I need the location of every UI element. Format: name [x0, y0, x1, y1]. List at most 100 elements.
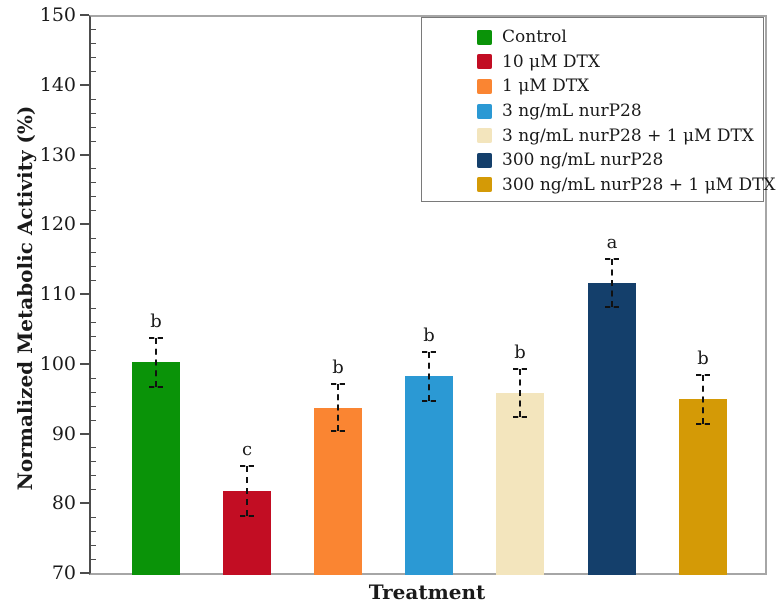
significance-letter: b: [332, 356, 344, 378]
bar-1: [132, 362, 180, 575]
significance-letter: b: [514, 341, 526, 363]
y-axis-title: Normalized Metabolic Activity (%): [13, 105, 37, 491]
error-bar: [519, 368, 521, 418]
error-bar-top-cap: [605, 258, 619, 261]
legend-row: Control: [422, 25, 763, 50]
bar-6: [588, 282, 636, 575]
legend-label: Control: [502, 27, 567, 48]
y-minor-tick: [91, 377, 96, 379]
bar-3: [314, 407, 362, 575]
error-bar-bottom-cap: [605, 305, 619, 308]
legend-swatch: [477, 103, 492, 119]
y-tick-label: 130: [39, 143, 76, 166]
y-minor-tick: [91, 489, 96, 491]
y-minor-tick: [91, 42, 96, 44]
y-minor-tick: [91, 307, 96, 309]
bar-4: [405, 376, 453, 575]
y-tick-label: 70: [51, 562, 76, 584]
y-major-tick: [80, 502, 89, 505]
error-bar-bottom-cap: [422, 399, 436, 402]
y-minor-tick: [91, 517, 96, 519]
legend-row: 10 μM DTX: [422, 50, 763, 75]
legend-row: 300 ng/mL nurP28 + 1 μM DTX: [422, 173, 776, 198]
error-bar-top-cap: [331, 382, 345, 385]
y-minor-tick: [91, 126, 96, 128]
legend-label: 3 ng/mL nurP28 + 1 μM DTX: [502, 125, 754, 146]
error-bar-bottom-cap: [149, 385, 163, 388]
y-minor-tick: [91, 461, 96, 463]
legend-row: 300 ng/mL nurP28: [422, 148, 763, 173]
y-minor-tick: [91, 405, 96, 407]
error-bar-top-cap: [422, 350, 436, 353]
y-tick-label: 100: [39, 352, 76, 375]
error-bar-bottom-cap: [331, 430, 345, 433]
y-minor-tick: [91, 210, 96, 212]
y-minor-tick: [91, 168, 96, 170]
legend-swatch: [477, 54, 492, 70]
y-tick-label: 120: [39, 213, 76, 236]
error-bar: [155, 337, 157, 387]
x-axis-title: Treatment: [368, 580, 486, 604]
error-bar-top-cap: [513, 367, 527, 370]
y-minor-tick: [91, 182, 96, 184]
legend-row: 1 μM DTX: [422, 74, 763, 99]
y-tick-label: 110: [39, 283, 76, 305]
y-major-tick: [80, 432, 89, 435]
y-minor-tick: [91, 56, 96, 58]
y-tick-label: 150: [39, 4, 76, 26]
y-minor-tick: [91, 335, 96, 337]
error-bar-top-cap: [696, 373, 710, 376]
y-minor-tick: [91, 531, 96, 533]
y-minor-tick: [91, 196, 96, 198]
y-minor-tick: [91, 70, 96, 72]
y-minor-tick: [91, 238, 96, 240]
y-minor-tick: [91, 447, 96, 449]
y-major-tick: [80, 572, 89, 574]
y-minor-tick: [91, 419, 96, 421]
y-minor-tick: [91, 349, 96, 351]
significance-letter: a: [606, 232, 618, 254]
legend-label: 10 μM DTX: [502, 51, 600, 72]
y-major-tick: [80, 293, 89, 295]
error-bar-top-cap: [149, 336, 163, 339]
y-minor-tick: [91, 280, 96, 282]
y-minor-tick: [91, 140, 96, 142]
y-minor-tick: [91, 266, 96, 268]
y-tick-label: 80: [51, 492, 76, 515]
legend-row: 3 ng/mL nurP28: [422, 99, 763, 124]
y-minor-tick: [91, 112, 96, 114]
legend-label: 3 ng/mL nurP28: [502, 101, 642, 122]
y-tick-label: 90: [51, 422, 76, 445]
significance-letter: c: [241, 438, 253, 460]
legend-row: 3 ng/mL nurP28 + 1 μM DTX: [422, 123, 763, 148]
bar-5: [496, 393, 544, 575]
y-minor-tick: [91, 98, 96, 100]
legend-label: 300 ng/mL nurP28 + 1 μM DTX: [502, 174, 776, 195]
y-major-tick: [80, 153, 89, 156]
error-bar-bottom-cap: [513, 416, 527, 419]
y-minor-tick: [91, 321, 96, 323]
legend-swatch: [477, 78, 492, 94]
y-minor-tick: [91, 391, 96, 393]
y-major-tick: [80, 223, 89, 226]
y-major-tick: [80, 83, 89, 86]
y-minor-tick: [91, 252, 96, 254]
y-tick-label: 140: [39, 73, 76, 96]
significance-letter: b: [423, 324, 435, 346]
error-bar-bottom-cap: [240, 514, 254, 517]
y-minor-tick: [91, 28, 96, 30]
error-bar: [246, 465, 248, 516]
y-major-tick: [80, 362, 89, 365]
legend-box: Control 10 μM DTX 1 μM DTX 3 ng/mL nurP28 3 …: [421, 17, 776, 202]
y-minor-tick: [91, 475, 96, 477]
error-bar: [337, 383, 339, 432]
legend-swatch: [477, 152, 492, 168]
error-bar: [611, 259, 613, 307]
significance-letter: b: [697, 347, 709, 369]
error-bar: [702, 374, 704, 424]
legend-swatch: [477, 29, 492, 45]
error-bar-top-cap: [240, 464, 254, 467]
y-minor-tick: [91, 559, 96, 561]
legend-swatch: [477, 177, 492, 193]
